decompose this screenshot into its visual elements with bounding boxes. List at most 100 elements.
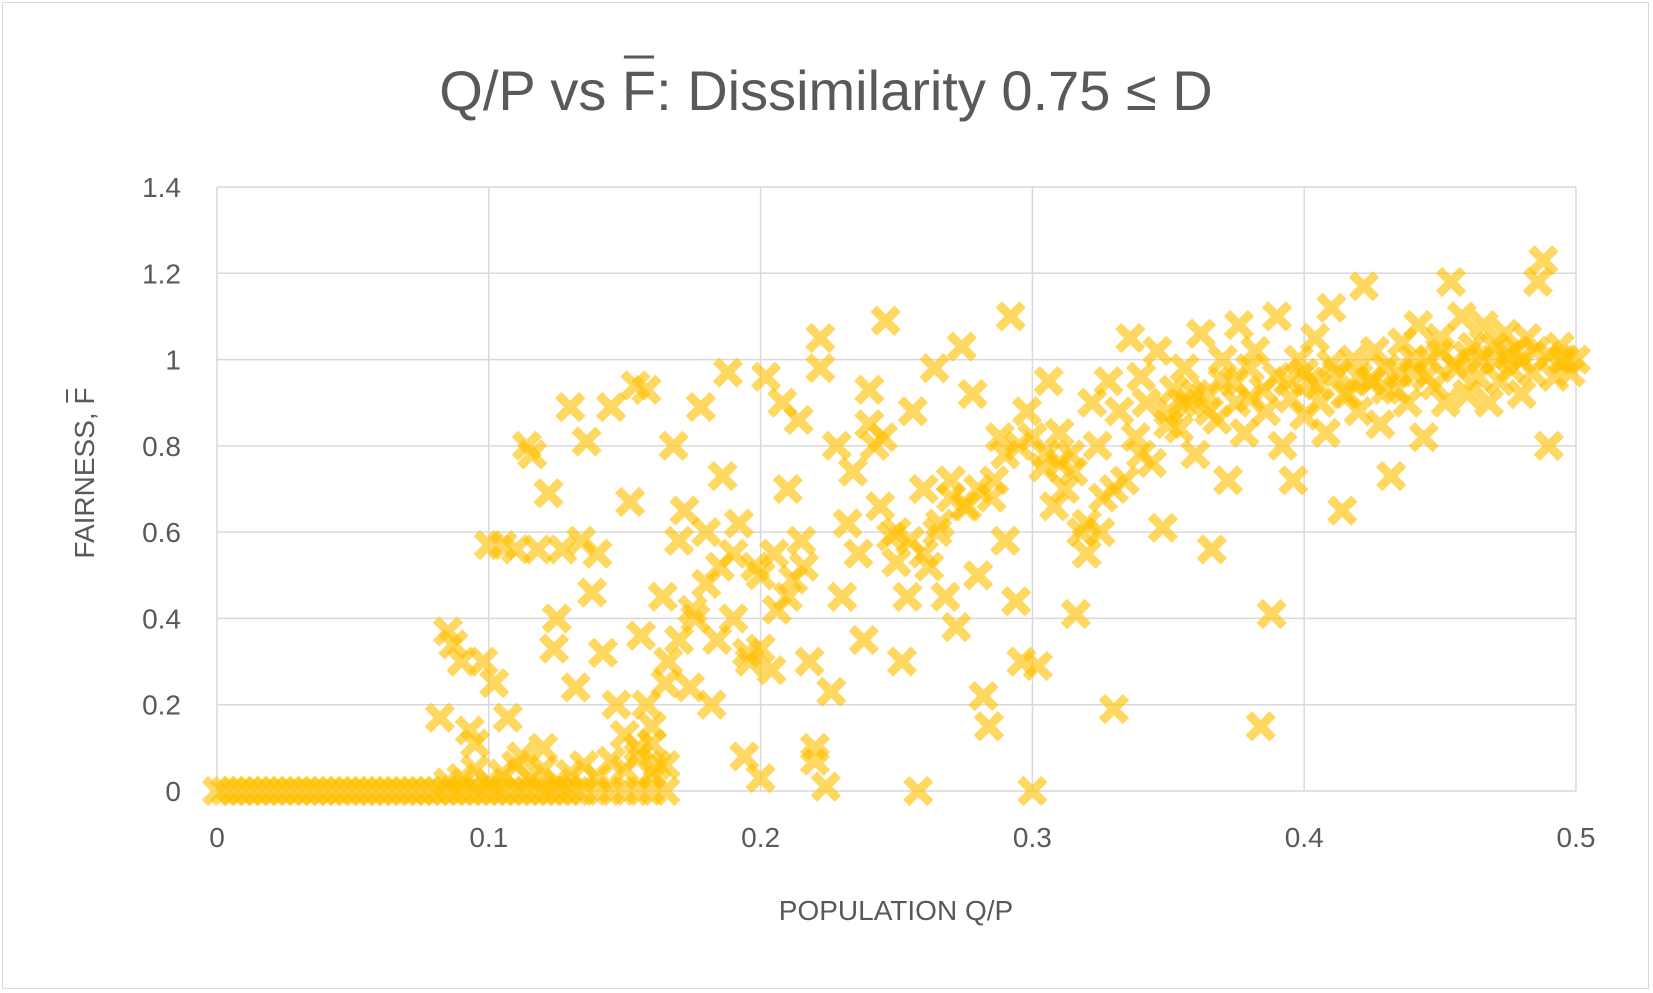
- data-point-marker: [1256, 598, 1287, 630]
- data-point-marker: [946, 331, 977, 362]
- data-point-marker: [832, 508, 863, 539]
- data-point-marker: [636, 711, 668, 742]
- x-axis-title: POPULATION Q/P: [779, 895, 1013, 926]
- data-point-marker: [718, 603, 749, 634]
- data-point-marker: [1403, 309, 1434, 341]
- data-point-marker: [663, 624, 695, 656]
- data-point-marker: [799, 745, 831, 776]
- chart-title-overbar-symbol: F: [622, 59, 656, 122]
- data-point-marker: [865, 491, 896, 522]
- data-point-marker: [1104, 396, 1135, 427]
- data-point-marker: [816, 676, 847, 707]
- data-point-marker: [576, 577, 608, 608]
- data-point-marker: [1038, 491, 1070, 522]
- data-point-marker: [1278, 465, 1309, 496]
- data-point-marker: [541, 603, 572, 634]
- data-point-marker: [990, 525, 1021, 556]
- data-points: [201, 245, 1592, 807]
- data-point-marker: [669, 495, 700, 526]
- data-point-marker: [976, 482, 1007, 513]
- data-point-marker: [424, 702, 456, 733]
- data-point-marker: [614, 486, 646, 518]
- data-point-marker: [438, 629, 469, 660]
- data-point-marker: [1212, 465, 1244, 496]
- data-point-marker: [1375, 460, 1407, 492]
- data-point-marker: [533, 478, 564, 509]
- data-point-marker: [783, 404, 814, 436]
- data-point-marker: [908, 473, 939, 505]
- chart-title: Q/P vs F: Dissimilarity 0.75 ≤ D: [439, 55, 1213, 122]
- data-point-marker: [1250, 396, 1282, 427]
- data-point-marker: [1261, 361, 1293, 393]
- data-point-marker: [756, 655, 787, 686]
- data-point-marker: [1147, 512, 1179, 544]
- data-point-marker: [631, 374, 662, 405]
- data-point-marker: [788, 551, 820, 582]
- data-point-marker: [1185, 318, 1217, 349]
- data-point-marker: [677, 594, 708, 625]
- data-point-marker: [1245, 711, 1276, 742]
- data-point-marker: [587, 637, 619, 669]
- y-axis-tick-labels: 0 0.2 0.4 0.6 0.8 1 1.2 1.4: [142, 172, 181, 807]
- data-point-marker: [1522, 266, 1554, 298]
- data-point-marker: [794, 646, 825, 677]
- data-point-marker: [1229, 417, 1260, 449]
- data-point-marker: [1473, 387, 1505, 418]
- data-point-marker: [1180, 439, 1211, 470]
- data-point-marker: [1153, 409, 1184, 440]
- data-point-marker: [1302, 370, 1333, 401]
- data-point-marker: [1044, 417, 1075, 449]
- data-point-marker: [930, 581, 961, 613]
- y-axis-title-symbol: F: [69, 387, 100, 404]
- data-point-marker: [650, 667, 681, 699]
- data-point-marker: [854, 374, 885, 405]
- data-point-marker: [1365, 409, 1396, 440]
- data-point-marker: [1071, 538, 1102, 569]
- chart-title-suffix: : Dissimilarity 0.75 ≤ D: [656, 59, 1213, 122]
- data-point-marker: [547, 534, 578, 565]
- data-point-marker: [962, 560, 994, 591]
- data-point-marker: [1408, 422, 1439, 453]
- data-point-marker: [479, 667, 510, 699]
- data-point-marker: [468, 646, 499, 677]
- x-tick-label: 0.4: [1285, 822, 1324, 853]
- data-point-marker: [805, 322, 836, 354]
- data-point-marker: [1468, 309, 1499, 341]
- data-point-marker: [460, 728, 491, 759]
- data-point-marker: [908, 538, 939, 569]
- data-point-marker: [745, 762, 776, 794]
- data-point-marker: [968, 680, 999, 712]
- data-point-marker: [1316, 348, 1347, 380]
- data-point-marker: [707, 460, 738, 492]
- data-point-marker: [650, 749, 681, 781]
- data-point-marker: [1169, 353, 1200, 384]
- data-point-marker: [1060, 598, 1092, 630]
- data-point-marker: [1125, 361, 1157, 393]
- data-point-marker: [1000, 585, 1032, 617]
- data-point-marker: [1348, 271, 1380, 302]
- data-point-marker: [903, 775, 934, 807]
- data-point-marker: [1411, 361, 1442, 393]
- data-point-marker: [1115, 322, 1146, 354]
- data-point-marker: [1452, 378, 1483, 410]
- data-point-marker: [492, 702, 524, 733]
- data-point-marker: [897, 396, 928, 427]
- y-tick-label: 1.2: [142, 258, 181, 289]
- data-point-marker: [631, 689, 662, 720]
- data-point-marker: [595, 391, 627, 423]
- data-point-marker: [837, 456, 869, 487]
- data-point-marker: [1207, 365, 1238, 397]
- data-point-marker: [1327, 495, 1358, 526]
- y-tick-label: 0.6: [142, 517, 181, 548]
- data-point-marker: [1098, 473, 1130, 505]
- data-point-marker: [1310, 417, 1342, 449]
- data-point-marker: [1022, 650, 1054, 682]
- data-point-marker: [658, 430, 689, 462]
- data-point-marker: [1093, 365, 1124, 397]
- x-tick-label: 0.1: [469, 822, 508, 853]
- x-tick-label: 0.5: [1557, 822, 1596, 853]
- data-point-marker: [1131, 387, 1162, 418]
- data-point-marker: [555, 391, 586, 423]
